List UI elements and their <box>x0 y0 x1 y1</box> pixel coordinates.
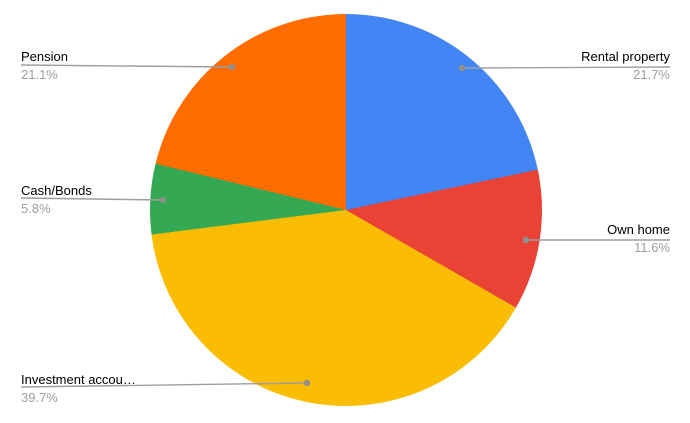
label-pension: Pension 21.1% <box>21 49 68 83</box>
slice-percent-cash: 5.8% <box>21 201 51 216</box>
label-rental-property: Rental property 21.7% <box>581 49 670 83</box>
slice-label-own-home: Own home <box>607 222 670 237</box>
slice-label-investment: Investment accou… <box>21 372 136 387</box>
slice-percent-rental: 21.7% <box>633 67 670 82</box>
label-cash-bonds: Cash/Bonds 5.8% <box>21 183 92 217</box>
slice-label-cash: Cash/Bonds <box>21 183 92 198</box>
slice-percent-pension: 21.1% <box>21 67 58 82</box>
slice-percent-own-home: 11.6% <box>634 240 670 255</box>
slice-percent-investment: 39.7% <box>21 390 58 405</box>
slice-label-rental: Rental property <box>581 49 670 64</box>
pie-chart[interactable] <box>150 14 542 406</box>
slice-label-pension: Pension <box>21 49 68 64</box>
label-own-home: Own home 11.6% <box>607 222 670 256</box>
label-investment-account: Investment accou… 39.7% <box>21 372 136 406</box>
